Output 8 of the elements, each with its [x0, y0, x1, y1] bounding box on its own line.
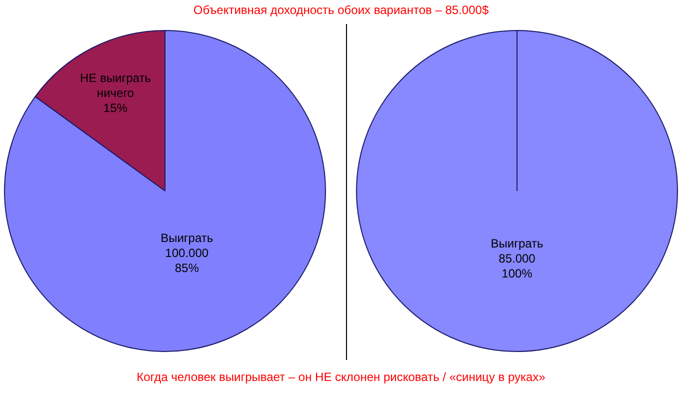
slice-label: Выиграть 100.000	[160, 231, 214, 260]
slice-label: НЕ выиграть ничего	[80, 71, 151, 100]
chart-title: Объективная доходность обоих вариантов – 85.000$	[192, 3, 490, 17]
data-label: 100%	[502, 266, 533, 280]
slice-label: Выиграть 85.000	[490, 236, 544, 266]
text: Когда человек выигрывает – он НЕ склонен рисковать / «синицу в руках»	[136, 370, 546, 384]
data-label: 85%	[174, 261, 200, 276]
data-label: 15%	[103, 101, 128, 116]
